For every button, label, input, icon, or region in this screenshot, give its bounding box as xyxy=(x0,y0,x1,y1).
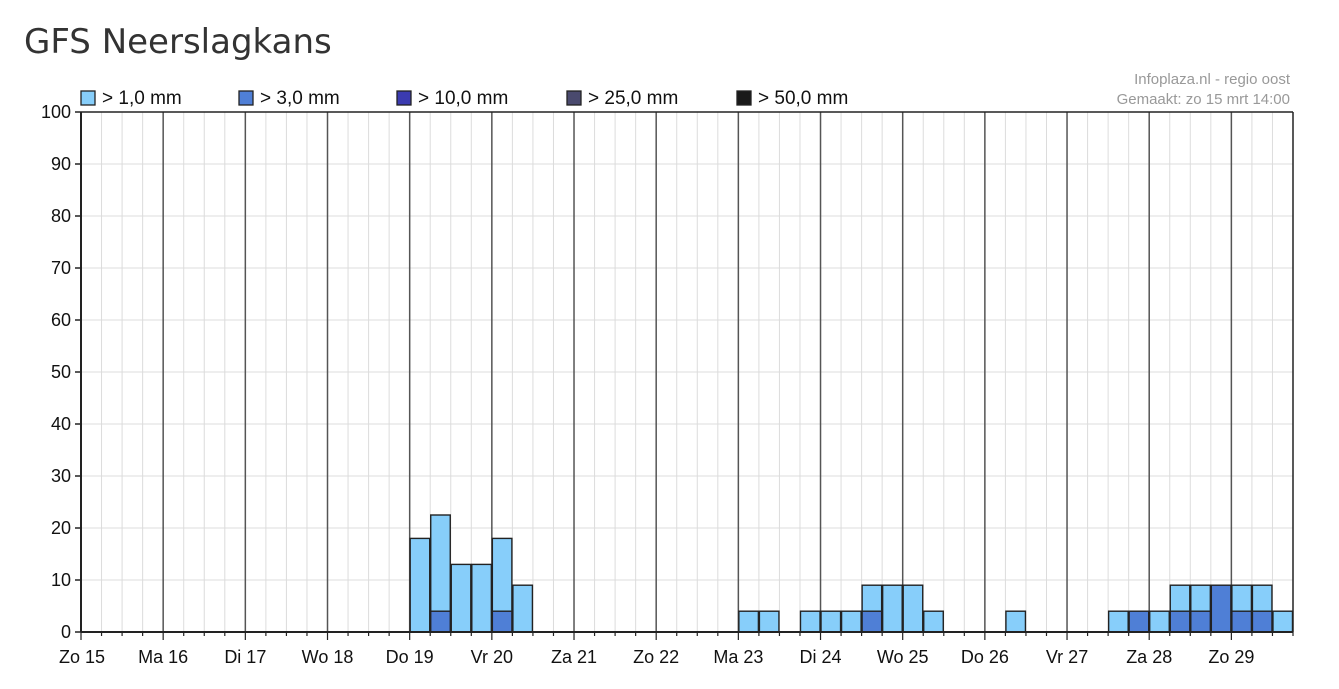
x-tick-label: Zo 29 xyxy=(1208,647,1254,667)
bar-series-2 xyxy=(1231,610,1253,633)
bar-series-1 xyxy=(1149,610,1170,633)
bar-series-1 xyxy=(840,610,862,633)
y-tick-label: 10 xyxy=(51,570,71,590)
bar-series-1 xyxy=(1005,610,1027,633)
bar-series-1 xyxy=(820,610,842,633)
y-axis-labels: 0 10 20 30 40 50 60 70 80 90 100 xyxy=(41,102,71,642)
grid xyxy=(81,112,1293,632)
y-tick-label: 50 xyxy=(51,362,71,382)
x-tick-label: Di 24 xyxy=(800,647,842,667)
bar-series-1 xyxy=(738,610,760,633)
legend-swatch xyxy=(396,90,412,106)
x-tick-label: Vr 20 xyxy=(471,647,513,667)
bar-series-1 xyxy=(902,584,924,633)
legend-label: > 3,0 mm xyxy=(260,88,340,109)
credit-line-2: Gemaakt: zo 15 mrt 14:00 xyxy=(1117,91,1290,108)
bar-series-1 xyxy=(881,584,903,633)
x-axis-labels: Zo 15 Ma 16 Di 17 Wo 18 Do 19 Vr 20 Za 21 Zo 22… xyxy=(59,647,1254,667)
x-tick-label: Wo 25 xyxy=(877,647,929,667)
x-tick-label: Ma 16 xyxy=(138,647,188,667)
x-tick-label: Ma 23 xyxy=(713,647,763,667)
legend-label: > 1,0 mm xyxy=(102,88,182,109)
credit-line-1: Infoplaza.nl - regio oost xyxy=(1134,71,1291,88)
bar-series-2 xyxy=(861,610,883,633)
x-tick-label: Do 19 xyxy=(386,647,434,667)
y-tick-label: 0 xyxy=(61,622,71,642)
bar-series-2 xyxy=(430,610,451,633)
bar-series-1 xyxy=(799,610,821,633)
bar-series-2 xyxy=(1169,610,1191,633)
bar-series-1 xyxy=(409,537,431,633)
y-tick-label: 60 xyxy=(51,310,71,330)
bar-series-2 xyxy=(1210,584,1232,633)
bar-series-1 xyxy=(1272,610,1294,633)
bars xyxy=(409,514,1294,633)
y-tick-label: 40 xyxy=(51,414,71,434)
bar-series-2 xyxy=(491,610,513,633)
bar-series-2 xyxy=(1251,610,1273,633)
legend-swatch xyxy=(80,90,96,106)
x-tick-label: Zo 15 xyxy=(59,647,105,667)
legend-swatch xyxy=(736,90,752,106)
axes xyxy=(75,111,1294,640)
bar-series-1 xyxy=(471,563,493,633)
chart-title: GFS Neerslagkans xyxy=(24,22,332,62)
x-tick-label: Vr 27 xyxy=(1046,647,1088,667)
y-tick-label: 20 xyxy=(51,518,71,538)
y-tick-label: 70 xyxy=(51,258,71,278)
bar-series-1 xyxy=(758,610,780,633)
bar-series-1 xyxy=(923,610,944,633)
legend-swatch xyxy=(238,90,254,106)
legend: > 1,0 mm > 3,0 mm > 10,0 mm > 25,0 mm > 50,0… xyxy=(80,88,848,109)
x-tick-label: Wo 18 xyxy=(302,647,354,667)
legend-swatch xyxy=(566,90,582,106)
y-tick-label: 80 xyxy=(51,206,71,226)
legend-label: > 50,0 mm xyxy=(758,88,848,109)
x-tick-label: Za 21 xyxy=(551,647,597,667)
x-tick-label: Zo 22 xyxy=(633,647,679,667)
x-tick-label: Za 28 xyxy=(1126,647,1172,667)
x-tick-label: Di 17 xyxy=(224,647,266,667)
bar-series-2 xyxy=(1128,610,1150,633)
legend-label: > 25,0 mm xyxy=(588,88,678,109)
legend-label: > 10,0 mm xyxy=(418,88,508,109)
bar-series-1 xyxy=(450,563,472,633)
credit-block: Infoplaza.nl - regio oost Gemaakt: zo 15… xyxy=(1117,71,1291,108)
bar-series-2 xyxy=(1190,610,1212,633)
bar-series-1 xyxy=(1107,610,1129,633)
x-tick-label: Do 26 xyxy=(961,647,1009,667)
y-tick-label: 100 xyxy=(41,102,71,122)
y-tick-label: 90 xyxy=(51,154,71,174)
y-tick-label: 30 xyxy=(51,466,71,486)
bar-series-1 xyxy=(512,584,534,633)
